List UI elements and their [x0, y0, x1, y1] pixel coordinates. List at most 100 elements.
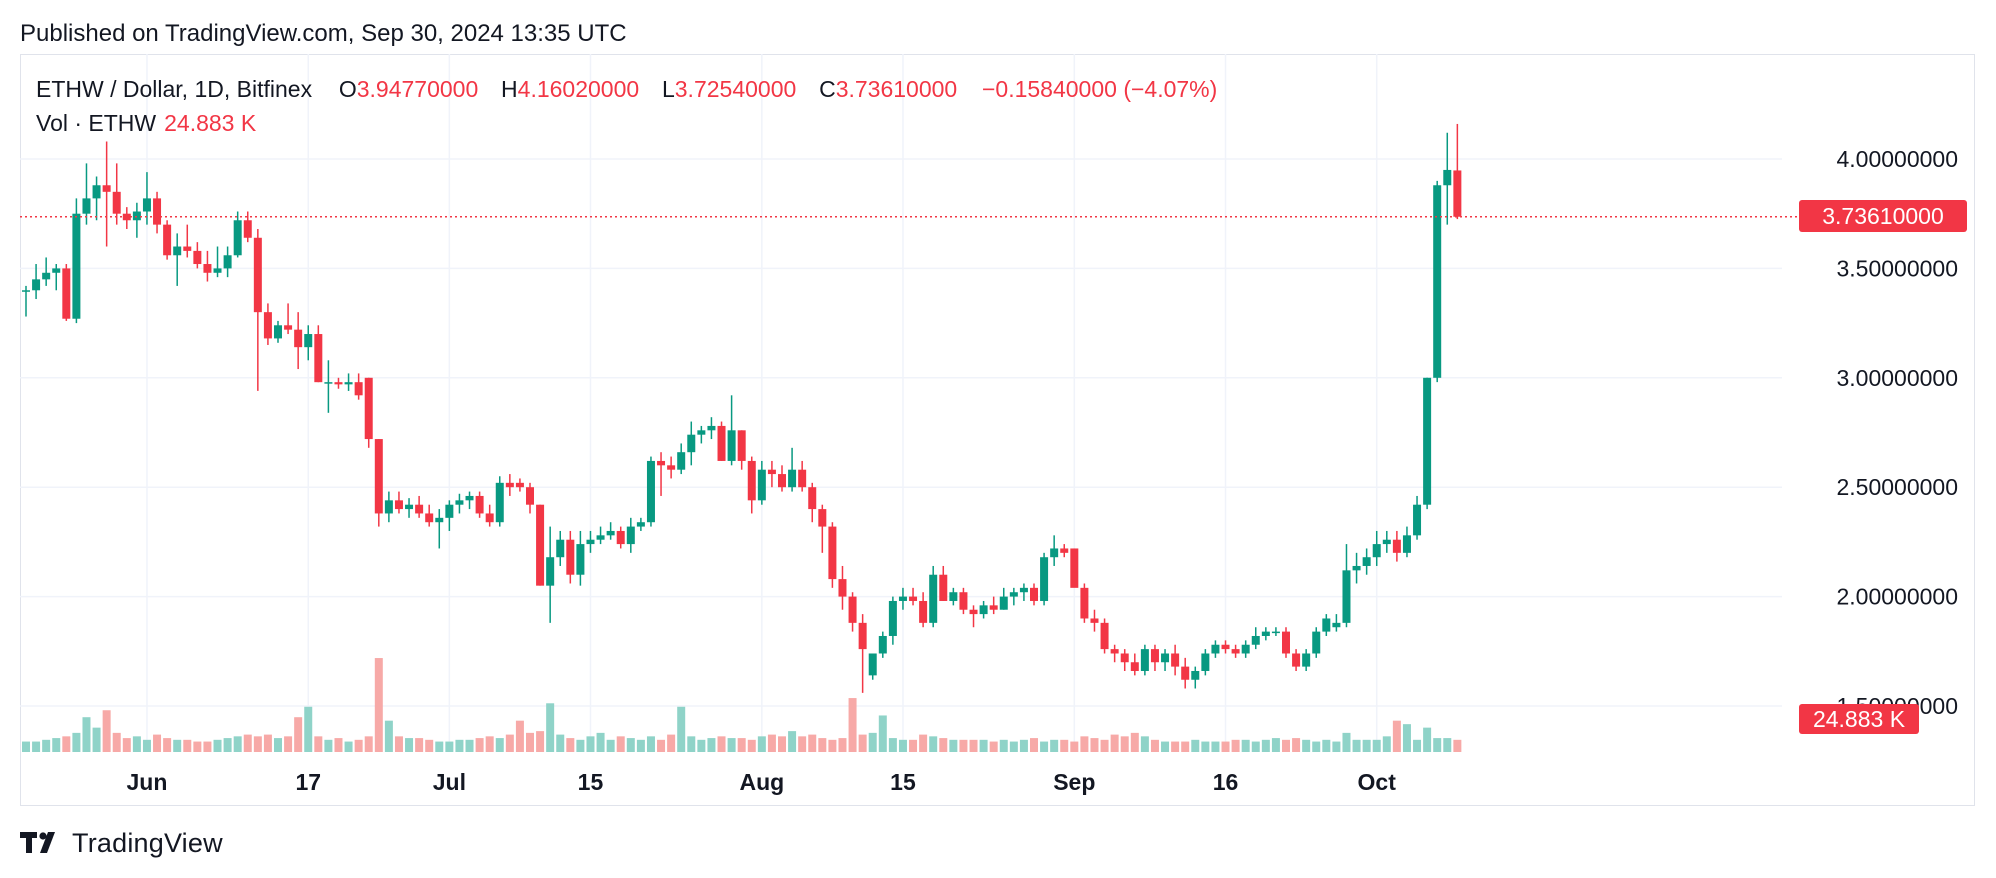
- candle-down: [818, 509, 827, 527]
- volume-bar: [334, 738, 343, 752]
- candle-up: [596, 535, 605, 540]
- volume-bar: [858, 734, 867, 752]
- volume-bar: [626, 738, 635, 752]
- volume-bar: [294, 717, 303, 752]
- volume-bar: [415, 738, 424, 752]
- volume-bar: [213, 739, 222, 752]
- close-label: C: [819, 76, 836, 102]
- volume-bar: [1231, 739, 1240, 752]
- volume-bar: [1050, 739, 1059, 752]
- volume-bar: [1211, 741, 1220, 752]
- volume-bar: [1261, 739, 1270, 752]
- high-value: 4.16020000: [517, 76, 640, 102]
- candle-down: [909, 596, 918, 601]
- x-tick-label: Sep: [1053, 769, 1095, 795]
- candle-up: [495, 482, 504, 523]
- volume-bar: [52, 738, 61, 752]
- volume-bar: [969, 739, 978, 752]
- candle-up: [142, 198, 151, 212]
- candle-up: [727, 430, 736, 461]
- symbol-label[interactable]: ETHW / Dollar, 1D, Bitfinex: [36, 76, 313, 102]
- volume-bar: [909, 739, 918, 752]
- candle-up: [1382, 539, 1391, 545]
- candle-down: [767, 469, 776, 475]
- grid-lines: [20, 54, 1782, 752]
- volume-bar: [142, 739, 151, 752]
- candle-down: [1453, 170, 1462, 217]
- candle-down: [284, 325, 293, 330]
- candle-down: [314, 334, 323, 383]
- candle-up: [979, 605, 988, 615]
- volume-bar: [788, 731, 797, 752]
- candle-up: [1211, 644, 1220, 654]
- candle-down: [1060, 548, 1069, 553]
- volume-bar: [898, 739, 907, 752]
- candle-down: [1150, 649, 1159, 663]
- chart-frame[interactable]: [20, 54, 1975, 806]
- candle-up: [1302, 653, 1311, 667]
- y-axis-labels: 4.00000000 3.50000000 3.00000000 2.50000000…: [1836, 146, 1958, 719]
- candle-up: [1040, 557, 1049, 601]
- volume-bar: [1443, 738, 1452, 752]
- candle-up: [32, 279, 41, 291]
- candle-down: [253, 237, 262, 313]
- candle-up: [52, 268, 61, 273]
- candle-up: [42, 272, 51, 280]
- candle-up: [82, 198, 91, 214]
- candle-down: [566, 539, 575, 575]
- tradingview-brand[interactable]: TradingView: [20, 828, 223, 858]
- candle-down: [1171, 653, 1180, 667]
- candle-down: [485, 513, 494, 523]
- ohlc-legend: ETHW / Dollar, 1D, Bitfinex O3.94770000 …: [36, 76, 1217, 103]
- candle-down: [536, 504, 545, 586]
- volume-bar: [344, 741, 353, 752]
- candle-up: [1251, 635, 1260, 645]
- volume-bar: [737, 738, 746, 752]
- volume-bar: [92, 727, 101, 752]
- volume-bar: [233, 736, 242, 752]
- volume-bar: [798, 736, 807, 752]
- volume-bar: [1110, 734, 1119, 752]
- candle-up: [646, 460, 655, 523]
- volume-bar: [1413, 739, 1422, 752]
- candle-down: [1120, 653, 1129, 663]
- volume-bar: [979, 739, 988, 752]
- candle-down: [1070, 548, 1079, 588]
- change-value: −0.15840000 (−4.07%): [981, 76, 1218, 102]
- volume-label[interactable]: Vol · ETHW: [36, 110, 157, 136]
- volume-bar: [1382, 736, 1391, 752]
- candle-up: [324, 382, 333, 384]
- candle-up: [949, 592, 958, 601]
- volume-bar: [1292, 738, 1301, 752]
- volume-bar: [526, 732, 534, 752]
- candle-down: [778, 474, 786, 488]
- x-tick-label: 15: [890, 769, 916, 795]
- volume-bar: [808, 734, 817, 752]
- volume-bar: [42, 739, 51, 752]
- volume-bar: [888, 738, 897, 752]
- low-label: L: [661, 76, 675, 102]
- candle-down: [153, 198, 162, 225]
- candle-down: [989, 605, 998, 610]
- candle-up: [1362, 557, 1371, 566]
- candle-up: [173, 246, 182, 256]
- candle-down: [193, 250, 202, 265]
- volume-bar: [606, 739, 615, 752]
- candle-up: [1402, 535, 1411, 553]
- volume-bar: [324, 739, 333, 752]
- candle-down: [1231, 649, 1240, 654]
- low-value: 3.72540000: [674, 76, 797, 102]
- volume-bar: [1282, 739, 1290, 752]
- volume-bar: [354, 739, 363, 752]
- y-tick-label: 2.00000000: [1836, 584, 1958, 610]
- published-header: Published on TradingView.com, Sep 30, 20…: [20, 20, 627, 47]
- candles: [22, 123, 1462, 693]
- candle-up: [1019, 587, 1028, 593]
- candle-down: [657, 460, 666, 466]
- volume-bar: [939, 738, 948, 752]
- candle-up: [435, 517, 444, 523]
- volume-bar: [465, 739, 474, 752]
- candle-up: [586, 539, 595, 545]
- candle-down: [203, 264, 212, 273]
